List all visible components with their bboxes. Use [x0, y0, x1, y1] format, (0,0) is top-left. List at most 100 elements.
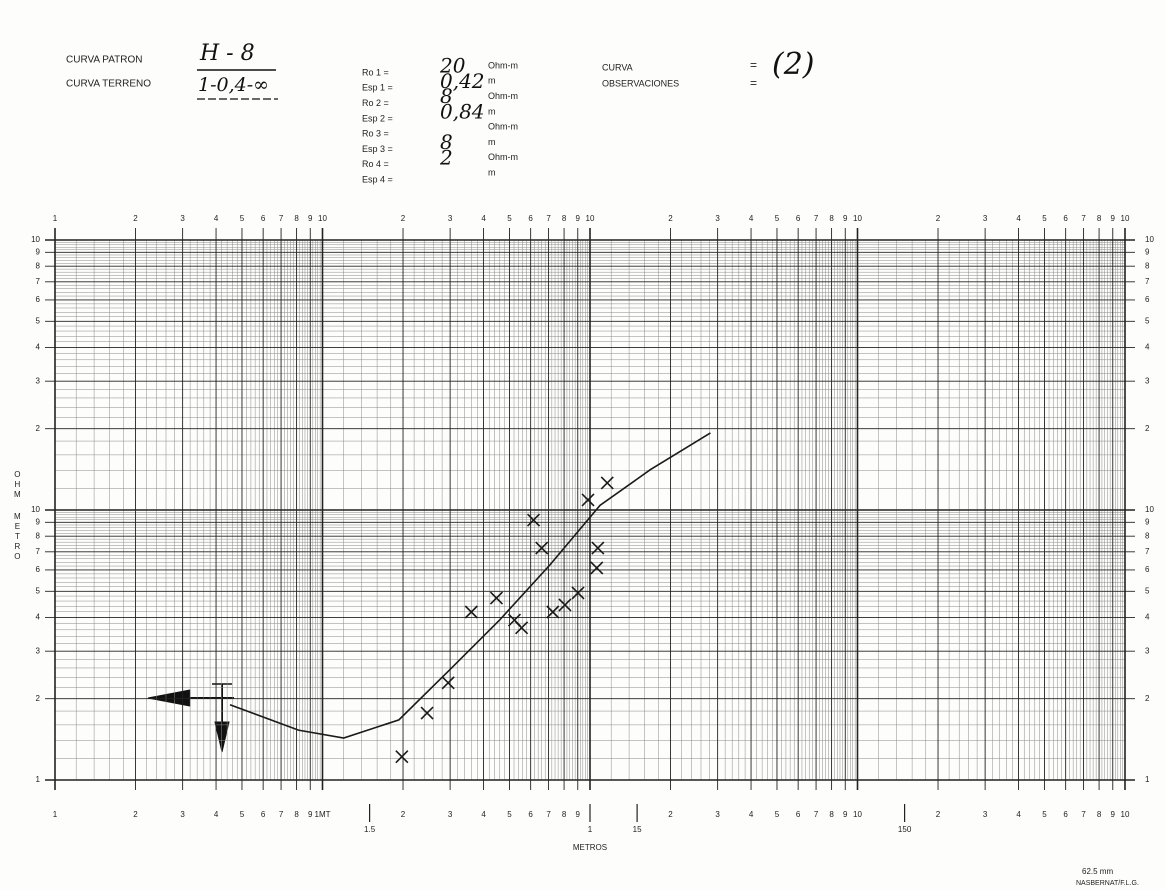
x2-tick-label: 5 [775, 810, 780, 819]
x2-tick-label: 4 [481, 810, 486, 819]
x2-tick-label: 5 [240, 810, 245, 819]
y-tick-label: 2 [1145, 424, 1150, 433]
y-axis-label: OHM [13, 470, 22, 500]
x-tick-label: 3 [983, 214, 988, 223]
y-tick-label: 1 [36, 775, 41, 784]
footer-scale: 62.5 mm [1082, 867, 1113, 876]
param-value: 0,84 [440, 99, 485, 123]
x-tick-label: 6 [261, 214, 266, 223]
x2-tick-label: 1.5 [364, 825, 376, 834]
y-tick-label: 4 [1145, 613, 1150, 622]
sheet: CURVA PATRON CURVA TERRENO H - 8 1-0,4-∞… [0, 0, 1166, 890]
x2-tick-label: 7 [1081, 810, 1086, 819]
x-tick-label: 10 [586, 214, 595, 223]
x-tick-label: 5 [1042, 214, 1047, 223]
y-tick-label: 2 [36, 424, 41, 433]
x2-tick-label: 5 [507, 810, 512, 819]
x2-tick-label: 15 [633, 825, 642, 834]
x2-tick-label: 2 [401, 810, 406, 819]
y-tick-label: 4 [1145, 343, 1150, 352]
x-tick-label: 8 [294, 214, 299, 223]
x-tick-label: 3 [180, 214, 185, 223]
x2-tick-label: 2 [133, 810, 138, 819]
param-label: Esp 3 = [362, 144, 393, 154]
x-tick-label: 4 [1016, 214, 1021, 223]
y-tick-label: 7 [36, 547, 41, 556]
curve-label: CURVA [602, 62, 633, 72]
x2-tick-label: 8 [562, 810, 567, 819]
y-tick-label: 3 [1145, 646, 1150, 655]
y-tick-label: 7 [1145, 277, 1150, 286]
y-tick-label: 4 [36, 613, 41, 622]
param-unit: Ohm-m [488, 152, 518, 162]
param-label: Esp 1 = [362, 83, 393, 93]
x-tick-label: 4 [481, 214, 486, 223]
param-unit: m [488, 106, 496, 116]
x2-tick-label: 4 [749, 810, 754, 819]
curve-eq: = [750, 58, 757, 72]
y-tick-label: 5 [36, 586, 41, 595]
field-value: 1-0,4-∞ [198, 74, 269, 96]
y-tick-label: 10 [1145, 505, 1154, 514]
x-tick-label: 10 [853, 214, 862, 223]
y-tick-label: 4 [36, 343, 41, 352]
x2-tick-label: 6 [261, 810, 266, 819]
x-tick-label: 2 [936, 214, 941, 223]
param-label: Esp 4 = [362, 174, 393, 184]
y-tick-label: 9 [36, 247, 41, 256]
y-tick-label: 6 [36, 565, 41, 574]
x-tick-label: 8 [1097, 214, 1102, 223]
x-axis-label: METROS [573, 843, 607, 852]
y-tick-label: 10 [1145, 235, 1154, 244]
y-tick-label: 2 [1145, 694, 1150, 703]
x2-tick-label: 7 [279, 810, 284, 819]
y-tick-label: 8 [1145, 261, 1150, 270]
y-tick-label: 7 [36, 277, 41, 286]
x2-tick-label: 150 [898, 825, 912, 834]
x-tick-label: 10 [1121, 214, 1130, 223]
obs-label: OBSERVACIONES [602, 78, 679, 88]
param-label: Ro 2 = [362, 98, 389, 108]
x-tick-label: 9 [576, 214, 581, 223]
x-tick-label: 6 [528, 214, 533, 223]
param-label: Ro 1 = [362, 67, 389, 77]
y-tick-label: 3 [1145, 376, 1150, 385]
param-unit: Ohm-m [488, 91, 518, 101]
x2-tick-label: 1 [588, 825, 593, 834]
x-tick-label: 1 [53, 214, 58, 223]
y-tick-label: 8 [36, 261, 41, 270]
x2-tick-label: 10 [1121, 810, 1130, 819]
x2-tick-label: 8 [829, 810, 834, 819]
y-tick-label: 9 [36, 517, 41, 526]
field-label: CURVA TERRENO [66, 79, 151, 90]
x-tick-label: 9 [308, 214, 313, 223]
x2-tick-label: 9 [308, 810, 313, 819]
x2-tick-label: 2 [668, 810, 673, 819]
y-tick-label: 5 [1145, 316, 1150, 325]
x-tick-label: 5 [507, 214, 512, 223]
footer-credit: NASBERNAT/F.L.G. [1076, 880, 1139, 887]
x2-tick-label: 6 [528, 810, 533, 819]
x-tick-label: 8 [829, 214, 834, 223]
y-tick-label: 1 [1145, 775, 1150, 784]
x2-tick-label: 8 [294, 810, 299, 819]
x2-tick-label: 6 [1063, 810, 1068, 819]
x2-tick-label: 7 [546, 810, 551, 819]
param-label: Esp 2 = [362, 113, 393, 123]
param-unit: m [488, 76, 496, 86]
x2-tick-label: 4 [214, 810, 219, 819]
x2-tick-label: 9 [1111, 810, 1116, 819]
y-tick-label: 3 [36, 646, 41, 655]
param-unit: m [488, 137, 496, 147]
pattern-value: H - 8 [199, 41, 255, 66]
x-tick-label: 3 [448, 214, 453, 223]
x2-tick-label: 10 [853, 810, 862, 819]
y-tick-label: 10 [31, 505, 40, 514]
x2-tick-label: 7 [814, 810, 819, 819]
x-tick-label: 2 [133, 214, 138, 223]
x-tick-label: 4 [749, 214, 754, 223]
x-tick-label: 2 [668, 214, 673, 223]
x-tick-label: 6 [796, 214, 801, 223]
x2-tick-label: 4 [1016, 810, 1021, 819]
x2-tick-label: 2 [936, 810, 941, 819]
